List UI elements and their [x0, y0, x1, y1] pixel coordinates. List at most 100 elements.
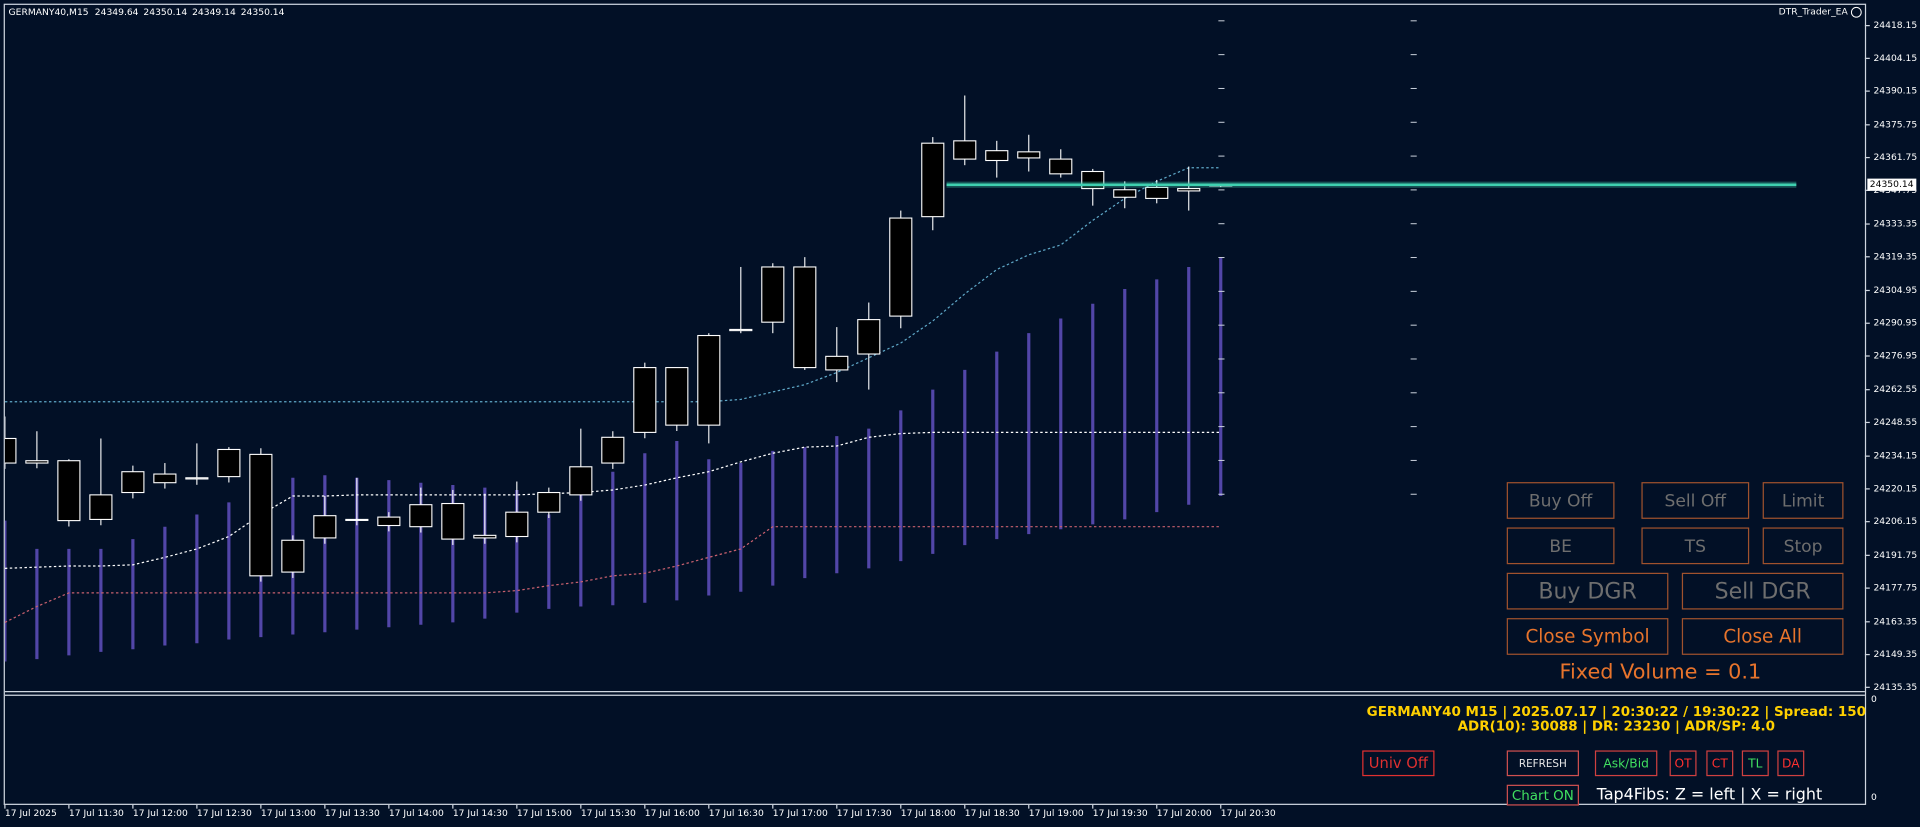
close: 24350.14: [241, 7, 285, 18]
panel-button[interactable]: Stop: [1762, 527, 1844, 565]
sub-axis-label: 0: [1871, 792, 1877, 803]
y-tick-label: 24135.35: [1873, 682, 1917, 693]
button-frame: [1362, 750, 1435, 777]
price-tag-label: 24350.14: [1870, 179, 1914, 190]
button-label: Limit: [1782, 492, 1825, 512]
toolbar-button[interactable]: TL: [1741, 750, 1769, 777]
chart-frame: [3, 3, 1867, 805]
low: 24349.14: [192, 7, 236, 18]
y-tick-label: 24304.95: [1873, 285, 1917, 296]
candle-body: [729, 328, 753, 332]
open: 24349.64: [95, 7, 139, 18]
x-tick-label: 17 Jul 13:00: [261, 808, 316, 819]
candle-body: [345, 518, 369, 521]
panel-button[interactable]: Buy Off: [1506, 482, 1615, 519]
symbol: GERMANY40,M15: [9, 7, 89, 18]
candle-body: [601, 436, 625, 464]
button-frame: [1681, 618, 1844, 655]
x-tick-label: 17 Jul 20:00: [1157, 808, 1212, 819]
candle-body: [25, 460, 49, 464]
hint: Tap4Fibs: Z = left | X = right: [1596, 785, 1822, 804]
candle-body: [185, 477, 209, 480]
sub-axis-label: 0: [1871, 694, 1877, 705]
candle-body: [281, 539, 305, 573]
candle-body: [153, 473, 177, 484]
button-label: TL: [1747, 756, 1762, 770]
button-label: OT: [1675, 756, 1693, 770]
button-frame: [1669, 750, 1697, 777]
button-frame: [1741, 750, 1769, 777]
candle-body: [633, 367, 657, 433]
candle-body: [1017, 151, 1041, 159]
x-tick-label: 17 Jul 18:00: [901, 808, 956, 819]
candle-body: [441, 502, 465, 540]
button-frame: [1506, 618, 1669, 655]
button-frame: [1594, 750, 1658, 777]
button-frame: [1706, 750, 1734, 777]
toolbar-button[interactable]: Ask/Bid: [1594, 750, 1658, 777]
info-line: ADR(10): 30088 | DR: 23230 | ADR/SP: 4.0: [1458, 719, 1775, 735]
y-tick-label: 24404.15: [1873, 53, 1917, 64]
button-frame: [1506, 784, 1579, 806]
candle-body: [4, 437, 17, 464]
x-tick-label: 17 Jul 19:00: [1029, 808, 1084, 819]
panel-button[interactable]: Sell Off: [1641, 482, 1750, 519]
x-tick-label: 17 Jul 17:00: [773, 808, 828, 819]
button-frame: [1641, 482, 1750, 519]
x-tick-label: 17 Jul 2025: [5, 808, 57, 819]
button-frame: [1641, 527, 1750, 565]
panel-button[interactable]: Limit: [1762, 482, 1844, 519]
panel-button[interactable]: BE: [1506, 527, 1615, 565]
candle-body: [377, 516, 401, 527]
toolbar-button[interactable]: OT: [1669, 750, 1697, 777]
candle-body: [921, 142, 945, 218]
button-frame: [1777, 750, 1805, 777]
button-frame: [1762, 482, 1844, 519]
panel-button[interactable]: Buy DGR: [1506, 572, 1669, 610]
x-tick-label: 17 Jul 19:30: [1093, 808, 1148, 819]
panel-button[interactable]: Sell DGR: [1681, 572, 1844, 610]
toolbar-button[interactable]: DA: [1777, 750, 1805, 777]
y-tick-label: 24319.35: [1873, 251, 1917, 262]
button-label: Close All: [1723, 627, 1802, 648]
y-tick-label: 24262.55: [1873, 384, 1917, 395]
plot-area: [4, 95, 1797, 662]
y-tick-label: 24191.75: [1873, 550, 1917, 561]
button-frame: [1681, 572, 1844, 610]
ea-icon: [1850, 6, 1862, 18]
x-tick-label: 17 Jul 17:30: [837, 808, 892, 819]
button-label: DA: [1782, 756, 1800, 770]
chart-header: GERMANY40,M15 24349.64 24350.14 24349.14 243…: [9, 7, 285, 18]
candle-body: [313, 515, 337, 539]
toolbar-button[interactable]: REFRESH: [1506, 750, 1579, 777]
y-tick-label: 24177.75: [1873, 583, 1917, 594]
x-tick-label: 17 Jul 12:00: [133, 808, 188, 819]
x-tick-label: 17 Jul 12:30: [197, 808, 252, 819]
x-tick-label: 17 Jul 15:30: [581, 808, 636, 819]
panel-button[interactable]: TS: [1641, 527, 1750, 565]
y-tick-label: 24375.75: [1873, 119, 1917, 130]
candle-body: [57, 460, 81, 522]
candle-body: [985, 150, 1009, 162]
candle-body: [1177, 188, 1201, 192]
button-label: Close Symbol: [1525, 627, 1649, 648]
toolbar-button[interactable]: Univ Off: [1362, 750, 1435, 777]
button-label: Buy Off: [1529, 492, 1594, 512]
candle-body: [409, 504, 433, 528]
candle-body: [505, 511, 529, 538]
toolbar-button[interactable]: Chart ON: [1506, 784, 1579, 806]
panel-button[interactable]: Close Symbol: [1506, 618, 1669, 655]
x-tick-label: 17 Jul 14:30: [453, 808, 508, 819]
candle-body: [761, 266, 785, 323]
candle-body: [697, 334, 721, 426]
candle-body: [1113, 189, 1137, 198]
candle-body: [473, 534, 497, 539]
candle-body: [537, 491, 561, 513]
panel-button[interactable]: Close All: [1681, 618, 1844, 655]
toolbar-button[interactable]: CT: [1706, 750, 1734, 777]
candle-body: [857, 319, 881, 355]
x-tick-label: 17 Jul 13:30: [325, 808, 380, 819]
